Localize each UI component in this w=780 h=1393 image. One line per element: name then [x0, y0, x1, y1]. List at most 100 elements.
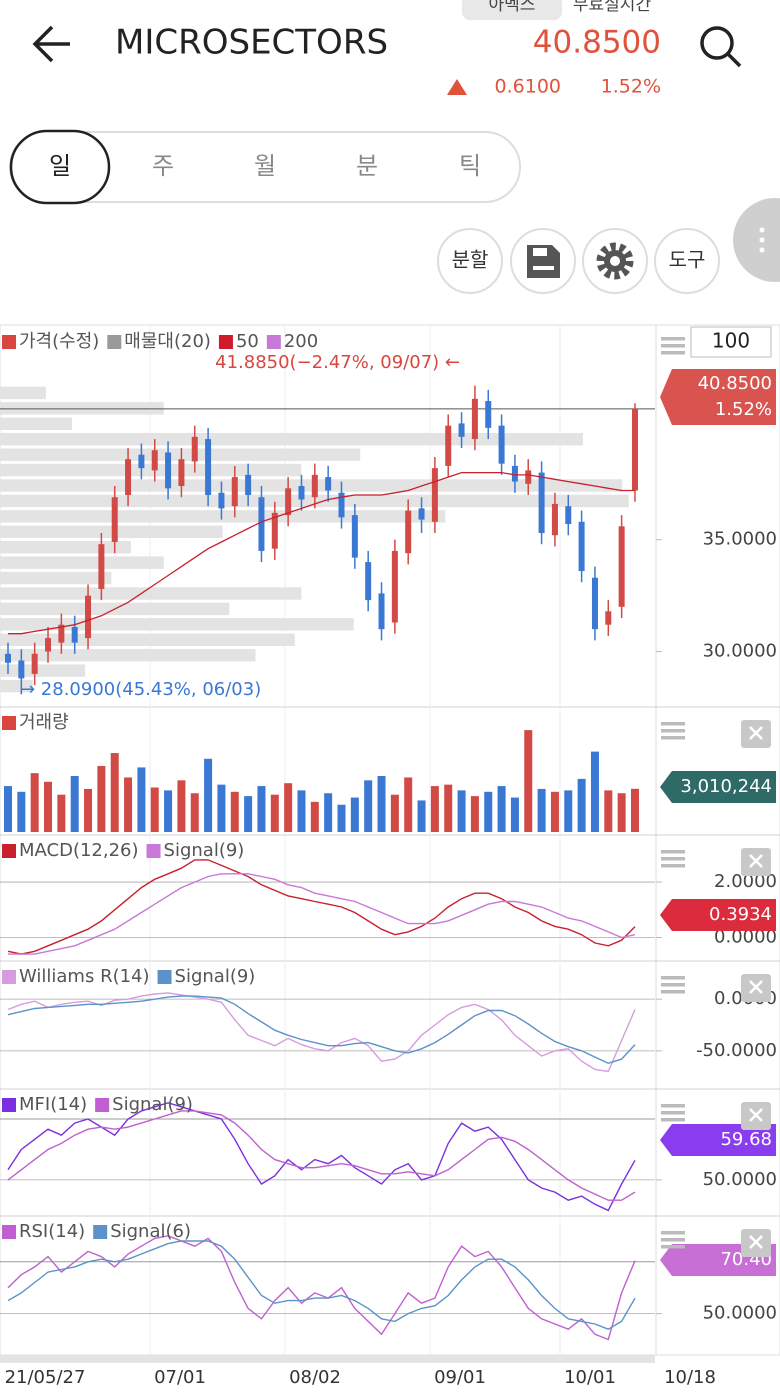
candle-body: [578, 521, 585, 572]
volume-bar: [230, 791, 239, 832]
tab-selected[interactable]: [9, 129, 111, 205]
volume-bar: [337, 804, 346, 832]
zoom-box[interactable]: [690, 326, 772, 358]
volume-profile-bar: [0, 433, 583, 446]
candle-body: [591, 577, 598, 630]
candle-body: [325, 477, 332, 491]
tool-button[interactable]: [654, 228, 720, 294]
legend-label: Williams R(14): [19, 966, 150, 987]
high-label: 41.8850(−2.47%, 09/07) ←: [215, 352, 460, 373]
y-tick-label: 30.0000: [703, 641, 777, 662]
tab[interactable]: 주: [152, 152, 174, 180]
legend-label: MFI(14): [19, 1094, 87, 1115]
menu-icon: [661, 1245, 685, 1249]
value-tag: [660, 771, 776, 803]
candle-body: [5, 653, 11, 663]
close-icon: [749, 1235, 763, 1249]
low-label: → 28.0900(45.43%, 06/03): [20, 679, 261, 700]
candle-body: [618, 526, 625, 607]
candle-body: [551, 503, 558, 536]
indicator-line: [7, 1235, 636, 1341]
volume-bar: [550, 791, 559, 832]
save-icon-line: [533, 266, 554, 270]
menu-icon: [661, 1238, 685, 1242]
volume-bar: [444, 784, 453, 832]
volume-profile-bar: [0, 448, 361, 461]
tab[interactable]: 일: [49, 152, 71, 180]
volume-bar: [44, 781, 53, 832]
volume-bar: [97, 765, 106, 832]
menu-icon: [661, 1231, 685, 1235]
legend-label: 50: [236, 331, 259, 352]
save-icon-slot: [533, 248, 547, 256]
close-icon: [749, 854, 763, 868]
candle-body: [218, 492, 225, 509]
close-icon: [749, 726, 763, 740]
volume-bar: [404, 777, 413, 832]
zoom-value: 100: [712, 329, 750, 353]
volume-profile-bar: [0, 556, 164, 569]
change-pct: 1.52%: [601, 76, 661, 98]
candle-body: [58, 624, 65, 643]
tab[interactable]: 틱: [459, 152, 481, 180]
volume-bar: [270, 794, 279, 832]
legend-label: Signal(9): [175, 966, 256, 987]
search-button[interactable]: [700, 26, 734, 60]
indicator-line: [7, 859, 636, 955]
panel-title: 거래량: [19, 712, 69, 733]
price: 40.8500: [533, 25, 661, 61]
legend-label: 매물대(20): [124, 331, 211, 352]
volume-profile-bar: [0, 587, 302, 600]
legend-label: 200: [284, 331, 318, 352]
candle-body: [71, 626, 78, 643]
legend-label: Signal(6): [110, 1221, 191, 1242]
x-tick-label: 10/18: [664, 1367, 716, 1388]
volume-bar: [150, 787, 159, 832]
candle-body: [165, 452, 172, 489]
indicator-line: [7, 992, 636, 1073]
legend-swatch: [2, 716, 16, 730]
legend-swatch: [2, 844, 16, 858]
candle-body: [285, 488, 292, 516]
tab[interactable]: 분: [356, 152, 378, 180]
side-menu-dots: [759, 227, 765, 253]
legend-swatch: [2, 1098, 16, 1112]
tab[interactable]: 월: [254, 152, 276, 180]
volume-bar: [190, 793, 199, 832]
legend-swatch: [2, 970, 16, 984]
gear-hole: [610, 256, 620, 266]
volume-profile-bar: [0, 679, 33, 693]
value-tag: [660, 1124, 776, 1156]
candle-body: [151, 450, 158, 471]
legend-label: Signal(9): [112, 1094, 193, 1115]
candle-body: [458, 423, 465, 437]
candle-body: [138, 454, 145, 469]
tool-label: 분할: [452, 248, 489, 272]
volume-bar: [164, 790, 173, 832]
value-tag-label: 59.68: [720, 1129, 772, 1150]
menu-icon: [661, 857, 685, 861]
tool-label: 도구: [669, 248, 706, 272]
value-tag-label: 0.3934: [709, 904, 772, 925]
value-tag-label: 40.8500: [698, 373, 772, 394]
candle-body: [18, 660, 25, 679]
side-menu[interactable]: [733, 198, 780, 282]
volume-bar: [350, 797, 359, 832]
volume-profile-bar: [0, 479, 623, 492]
menu-icon: [661, 976, 685, 980]
volume-profile-bar: [0, 402, 164, 415]
candle-body: [178, 459, 185, 487]
legend-label: Signal(9): [164, 840, 245, 861]
split-button[interactable]: [437, 228, 503, 294]
menu-icon: [661, 351, 685, 355]
volume-bar: [497, 786, 506, 832]
y-tick-label: 50.0000: [703, 1303, 777, 1324]
x-tick-label: 09/01: [434, 1367, 486, 1388]
volume-bar: [524, 730, 533, 832]
candle-body: [498, 425, 505, 464]
volume-bar: [604, 790, 613, 832]
back-button[interactable]: [32, 25, 70, 63]
volume-bar: [590, 751, 599, 832]
volume-bar: [257, 786, 266, 832]
value-tag: [660, 899, 776, 931]
